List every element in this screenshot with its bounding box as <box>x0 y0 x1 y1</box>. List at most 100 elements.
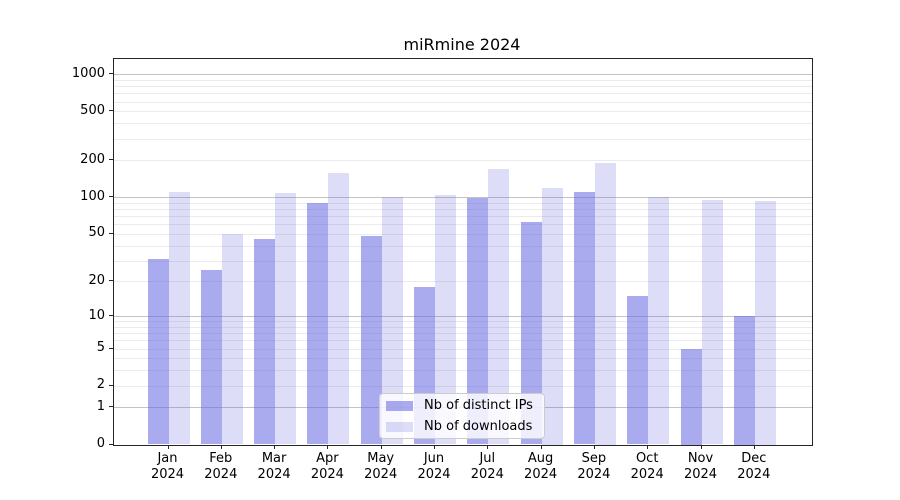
gridline-y-50 <box>114 233 812 235</box>
bar-distinct-ips-dec <box>733 316 755 445</box>
y-tick-label-0: 0 <box>96 436 105 451</box>
bar-distinct-ips-oct <box>627 295 649 445</box>
gridline-y-500 <box>114 111 812 113</box>
bar-distinct-ips-jul <box>467 197 489 445</box>
x-tick-label-jun: Jun 2024 <box>417 451 451 482</box>
x-tick-feb <box>220 445 222 449</box>
bar-downloads-sep <box>594 163 616 445</box>
gridline-y-800 <box>114 86 812 88</box>
y-tick-200 <box>109 159 113 161</box>
y-tick-500 <box>109 110 113 112</box>
plot-area <box>113 58 813 446</box>
x-tick-label-oct: Oct 2024 <box>630 451 664 482</box>
x-tick-label-aug: Aug 2024 <box>524 451 558 482</box>
gridline-y-100 <box>114 197 812 199</box>
bar-downloads-jul <box>488 168 510 445</box>
gridline-y-700 <box>114 93 812 95</box>
bar-distinct-ips-apr <box>307 202 329 445</box>
gridline-y-7 <box>114 333 812 335</box>
gridline-y-600 <box>114 101 812 103</box>
x-tick-nov <box>700 445 702 449</box>
x-tick-label-dec: Dec 2024 <box>737 451 771 482</box>
x-tick-oct <box>647 445 649 449</box>
y-tick-1000 <box>109 73 113 75</box>
x-tick-label-apr: Apr 2024 <box>310 451 344 482</box>
x-tick-label-nov: Nov 2024 <box>683 451 718 482</box>
bar-downloads-aug <box>541 187 563 445</box>
x-tick-label-may: May 2024 <box>364 451 398 482</box>
gridline-y-900 <box>114 79 812 81</box>
x-tick-label-mar: Mar 2024 <box>257 451 291 482</box>
bar-downloads-mar <box>275 193 297 445</box>
x-tick-mar <box>274 445 276 449</box>
gridline-y-80 <box>114 209 812 210</box>
legend-label-distinct-ips: Nb of distinct IPs <box>424 398 533 413</box>
y-tick-20 <box>109 280 113 282</box>
y-tick-label-20: 20 <box>88 272 105 288</box>
y-tick-label-200: 200 <box>80 151 105 167</box>
bar-distinct-ips-sep <box>573 192 595 445</box>
x-tick-dec <box>753 445 755 449</box>
y-tick-5 <box>109 347 113 349</box>
legend-row-downloads: Nb of downloads <box>386 418 538 436</box>
legend: Nb of distinct IPs Nb of downloads <box>379 393 545 439</box>
bar-distinct-ips-feb <box>200 269 222 445</box>
gridline-y-4 <box>114 358 812 360</box>
x-tick-may <box>380 445 382 449</box>
gridline-y-6 <box>114 340 812 342</box>
x-tick-label-jul: Jul 2024 <box>470 451 504 482</box>
legend-row-distinct-ips: Nb of distinct IPs <box>386 397 538 415</box>
x-tick-jan <box>167 445 169 449</box>
gridline-y-60 <box>114 224 812 226</box>
y-tick-label-1000: 1000 <box>71 65 105 81</box>
y-tick-0 <box>109 443 113 445</box>
gridline-y-30 <box>114 260 812 262</box>
bar-downloads-oct <box>648 197 670 445</box>
bar-distinct-ips-nov <box>680 348 702 445</box>
gridline-y-300 <box>114 138 812 140</box>
y-tick-label-10: 10 <box>88 307 105 323</box>
y-tick-label-500: 500 <box>80 102 105 118</box>
legend-label-downloads: Nb of downloads <box>424 419 533 434</box>
bar-downloads-may <box>381 196 403 445</box>
bar-downloads-jan <box>168 191 190 445</box>
x-tick-label-jan: Jan 2024 <box>150 451 185 482</box>
gridline-y-400 <box>114 123 812 125</box>
gridline-y-20 <box>114 281 812 283</box>
gridline-y-2 <box>114 385 812 387</box>
bar-distinct-ips-aug <box>520 221 542 445</box>
chart-title: miRmine 2024 <box>403 35 521 54</box>
gridline-y-10 <box>114 316 812 317</box>
bar-downloads-apr <box>328 172 350 445</box>
legend-swatch-downloads <box>386 421 413 432</box>
x-tick-aug <box>540 445 542 449</box>
bar-distinct-ips-may <box>360 235 382 445</box>
gridline-y-40 <box>114 245 812 247</box>
y-tick-50 <box>109 232 113 234</box>
gridline-y-3 <box>114 370 812 372</box>
gridline-y-1000 <box>114 74 812 76</box>
y-tick-label-5: 5 <box>96 340 105 355</box>
gridline-y-200 <box>114 160 812 162</box>
gridline-y-90 <box>114 202 812 204</box>
y-tick-label-50: 50 <box>88 225 105 241</box>
y-tick-2 <box>109 384 113 386</box>
bar-distinct-ips-jan <box>147 258 169 445</box>
y-tick-label-1: 1 <box>96 398 105 414</box>
bar-downloads-dec <box>754 201 776 445</box>
x-tick-label-feb: Feb 2024 <box>204 451 238 482</box>
x-tick-apr <box>327 445 329 449</box>
y-tick-100 <box>109 196 113 198</box>
y-tick-label-2: 2 <box>96 377 105 393</box>
x-tick-label-sep: Sep 2024 <box>577 451 611 482</box>
legend-swatch-distinct-ips <box>386 400 413 411</box>
bar-downloads-nov <box>701 199 723 445</box>
x-tick-jul <box>487 445 489 449</box>
gridline-y-5 <box>114 348 812 350</box>
gridline-y-8 <box>114 326 812 328</box>
gridline-y-9 <box>114 321 812 323</box>
x-tick-jun <box>434 445 435 449</box>
bar-distinct-ips-mar <box>254 239 276 445</box>
y-tick-1 <box>109 406 113 408</box>
